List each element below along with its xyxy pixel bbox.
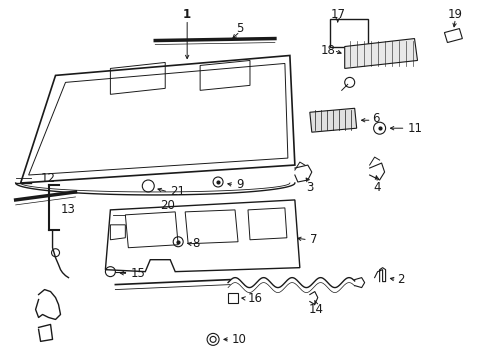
Text: 5: 5 (236, 22, 243, 35)
Text: 3: 3 (305, 181, 313, 194)
Text: 10: 10 (232, 333, 246, 346)
Text: 18: 18 (320, 44, 334, 57)
Polygon shape (309, 108, 356, 132)
Bar (227, 293, 238, 302)
Text: 9: 9 (236, 179, 243, 192)
Text: 8: 8 (192, 237, 199, 250)
Text: 6: 6 (371, 112, 378, 125)
Text: 1: 1 (183, 8, 191, 21)
Text: 4: 4 (373, 181, 381, 194)
Polygon shape (344, 39, 417, 68)
Text: 16: 16 (247, 292, 263, 305)
Text: 7: 7 (309, 233, 317, 246)
Text: 14: 14 (307, 303, 323, 316)
Text: 13: 13 (61, 203, 75, 216)
Text: 19: 19 (447, 8, 462, 21)
Text: 20: 20 (160, 199, 175, 212)
Text: 11: 11 (407, 122, 422, 135)
Text: 17: 17 (329, 8, 345, 21)
Text: 15: 15 (130, 267, 145, 280)
Text: 21: 21 (170, 185, 185, 198)
Text: 12: 12 (41, 171, 56, 185)
Text: 2: 2 (397, 273, 404, 286)
Bar (329, 19, 367, 46)
